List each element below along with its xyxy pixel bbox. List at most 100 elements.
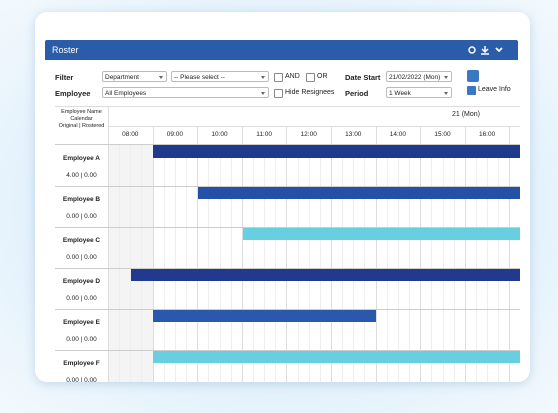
employee-hours: 0.00 | 0.00	[66, 254, 97, 261]
date-start-label: Date Start	[345, 73, 381, 82]
column-header-hours: Original | Rostered	[58, 123, 105, 129]
time-label: 09:00	[166, 131, 184, 138]
quarter-line	[163, 145, 165, 382]
calendar-button[interactable]	[467, 70, 479, 82]
employee-name: Employee E	[63, 319, 100, 326]
employee-name: Employee C	[62, 237, 101, 244]
time-label: 16:00	[478, 131, 496, 138]
header-title: Roster	[52, 45, 79, 55]
hour-line	[420, 127, 422, 382]
employee-label: Employee	[55, 89, 91, 98]
time-label: 11:00	[256, 131, 272, 138]
quarter-line	[342, 145, 344, 382]
quarter-line	[186, 145, 188, 382]
collapse-icon[interactable]	[495, 47, 503, 53]
quarter-line	[353, 145, 355, 382]
column-header-name: Employee Name	[61, 109, 102, 115]
bar-b	[198, 186, 520, 199]
quarter-line	[475, 145, 477, 382]
quarter-line	[409, 145, 411, 382]
or-checkbox[interactable]	[306, 73, 315, 82]
employee-hours: 4.00 | 0.00	[66, 172, 97, 179]
time-label: 08:00	[122, 131, 139, 138]
hour-line	[509, 127, 511, 382]
column-header-calendar: Calendar	[70, 116, 93, 122]
roster-grid: Employee Name Calendar Original | Roster…	[55, 106, 520, 382]
hour-line	[331, 127, 332, 382]
hour-line	[375, 127, 377, 382]
time-label: 13:00	[345, 131, 362, 138]
employee-hours: 0.00 | 0.00	[66, 336, 97, 343]
quarter-line	[252, 145, 254, 382]
filter-label: Filter	[55, 73, 74, 82]
bar-c	[243, 227, 520, 240]
employee-name: Employee D	[62, 278, 101, 285]
quarter-line	[130, 145, 132, 382]
and-label: AND	[285, 73, 300, 80]
employee-hours: 0.00 | 0.00	[66, 213, 97, 220]
employee-name: Employee A	[63, 155, 100, 162]
quarter-line	[364, 145, 366, 382]
quarter-line	[386, 145, 388, 382]
header-bar	[45, 40, 518, 60]
quarter-line	[219, 145, 221, 382]
row-border	[55, 309, 520, 310]
bar-e	[153, 309, 376, 322]
employee-name: Employee B	[62, 196, 101, 203]
quarter-line	[487, 145, 489, 382]
date-start-input[interactable]: 21/02/2022 (Mon)	[386, 71, 452, 82]
leave-info-checkbox[interactable]	[467, 86, 476, 95]
employee-name: Employee F	[63, 360, 100, 367]
hour-line	[197, 127, 199, 382]
row-border	[55, 227, 520, 228]
bar-d	[131, 268, 520, 281]
employee-hours: 0.00 | 0.00	[66, 295, 97, 302]
time-label: 15:00	[434, 131, 451, 138]
download-icon[interactable]	[481, 46, 489, 55]
or-label: OR	[317, 73, 328, 80]
hour-line	[464, 127, 466, 382]
quarter-line	[442, 145, 444, 382]
bar-f	[153, 350, 520, 363]
hide-resignees-label: Hide Resignees	[285, 89, 335, 96]
row-border	[55, 268, 520, 269]
quarter-line	[498, 145, 500, 382]
time-row-border	[108, 126, 520, 127]
employee-select[interactable]: All Employees	[102, 87, 269, 98]
quarter-line	[119, 145, 121, 382]
quarter-line	[308, 145, 310, 382]
quarter-line	[431, 145, 433, 382]
date-header: 21 (Mon)	[452, 111, 481, 118]
time-label: 14:00	[389, 131, 407, 138]
hour-line	[286, 127, 288, 382]
quarter-line	[230, 145, 232, 382]
roster-card: Roster Filter Department -- Please selec…	[35, 12, 530, 382]
quarter-line	[275, 145, 277, 382]
and-checkbox[interactable]	[274, 73, 283, 82]
header-icons	[468, 46, 503, 55]
period-select[interactable]: 1 Week	[386, 87, 452, 98]
employee-hours: 0.00 | 0.00	[66, 377, 97, 382]
quarter-line	[264, 145, 266, 382]
option-select[interactable]: -- Please select --	[171, 71, 269, 82]
quarter-line	[141, 145, 143, 382]
quarter-line	[174, 145, 176, 382]
hour-line	[241, 127, 243, 382]
period-label: Period	[345, 89, 369, 98]
hour-line	[152, 127, 154, 382]
hide-resignees-checkbox[interactable]	[274, 89, 283, 98]
row-border	[55, 350, 520, 351]
time-label: 10:00	[211, 131, 228, 138]
leave-info-label: Leave Info	[478, 86, 511, 93]
department-select[interactable]: Department	[102, 71, 167, 82]
quarter-line	[297, 145, 299, 382]
quarter-line	[208, 145, 210, 382]
quarter-line	[397, 145, 399, 382]
refresh-icon[interactable]	[468, 46, 476, 54]
bar-a	[153, 145, 520, 158]
row-border	[55, 186, 520, 187]
name-column-border	[108, 107, 109, 382]
time-label: 12:00	[300, 131, 317, 138]
quarter-line	[453, 145, 455, 382]
